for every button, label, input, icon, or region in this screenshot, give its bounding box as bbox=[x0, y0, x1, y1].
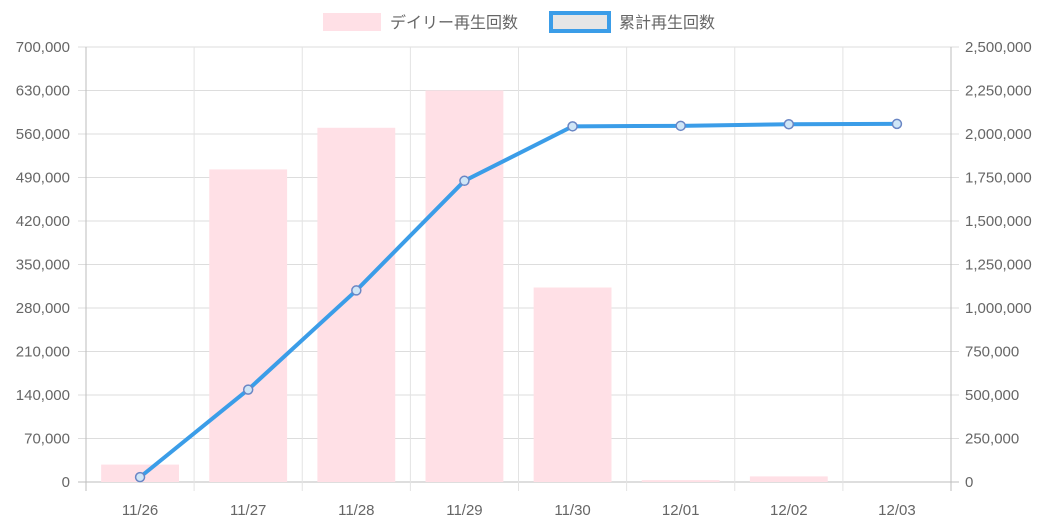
x-tick-label: 11/26 bbox=[122, 502, 158, 519]
left-tick-label: 140,000 bbox=[16, 387, 70, 404]
left-tick-label: 630,000 bbox=[16, 83, 70, 100]
right-y-axis: 0 250,000 500,000 750,000 1,000,000 1,250,000… bbox=[965, 39, 1032, 491]
left-y-axis: 0 70,000 140,000 210,000 280,000 350,000 420,0… bbox=[16, 39, 70, 491]
bar bbox=[641, 480, 720, 482]
bar bbox=[209, 169, 288, 482]
line-point bbox=[242, 384, 254, 395]
right-tick-label: 2,500,000 bbox=[965, 39, 1032, 56]
x-axis: 11/26 11/27 11/28 11/29 11/30 12/01 12/02 12/03 bbox=[122, 502, 916, 519]
line-point bbox=[351, 285, 362, 296]
right-tick-label: 1,500,000 bbox=[965, 213, 1032, 230]
line-point bbox=[675, 120, 686, 132]
bar-series bbox=[101, 90, 828, 483]
right-tick-label: 0 bbox=[965, 474, 973, 491]
left-tick-label: 350,000 bbox=[16, 257, 70, 274]
line-point bbox=[567, 121, 578, 132]
right-tick-label: 2,000,000 bbox=[965, 126, 1032, 143]
legend-label-cumulative: 累計再生回数 bbox=[619, 14, 715, 32]
right-tick-label: 1,250,000 bbox=[965, 257, 1032, 274]
bar bbox=[533, 287, 612, 482]
right-tick-label: 1,750,000 bbox=[965, 170, 1032, 187]
left-tick-label: 490,000 bbox=[16, 170, 70, 187]
right-tick-label: 2,250,000 bbox=[965, 83, 1032, 100]
line-point bbox=[134, 471, 146, 483]
legend: デイリー再生回数 累計再生回数 bbox=[323, 11, 715, 33]
right-tick-label: 250,000 bbox=[965, 431, 1019, 448]
x-tick-label: 11/28 bbox=[338, 502, 374, 519]
left-tick-label: 560,000 bbox=[16, 126, 70, 143]
line-series bbox=[134, 118, 903, 483]
x-tick-label: 12/01 bbox=[662, 502, 700, 519]
x-tick-label: 11/30 bbox=[554, 502, 590, 519]
x-tick-label: 12/03 bbox=[878, 502, 916, 519]
right-tick-label: 500,000 bbox=[965, 387, 1019, 404]
bar bbox=[317, 127, 396, 483]
left-tick-label: 280,000 bbox=[16, 300, 70, 317]
bar bbox=[749, 476, 828, 482]
left-tick-label: 0 bbox=[62, 474, 70, 491]
left-tick-label: 420,000 bbox=[16, 213, 70, 230]
legend-label-daily: デイリー再生回数 bbox=[390, 13, 518, 32]
x-tick-label: 12/02 bbox=[770, 502, 808, 519]
line-point bbox=[783, 119, 795, 130]
line-point bbox=[891, 118, 903, 130]
legend-swatch-daily bbox=[323, 13, 381, 31]
left-tick-label: 70,000 bbox=[24, 431, 70, 448]
line-point bbox=[459, 175, 470, 187]
x-tick-label: 11/27 bbox=[230, 502, 266, 519]
left-tick-label: 210,000 bbox=[16, 344, 70, 361]
cumulative-line bbox=[138, 121, 899, 480]
right-tick-label: 1,000,000 bbox=[965, 300, 1032, 317]
legend-swatch-cumulative bbox=[549, 11, 611, 33]
x-tick-label: 11/29 bbox=[446, 502, 482, 519]
bar bbox=[425, 90, 504, 482]
right-tick-label: 750,000 bbox=[965, 344, 1019, 361]
left-tick-label: 700,000 bbox=[16, 39, 70, 56]
